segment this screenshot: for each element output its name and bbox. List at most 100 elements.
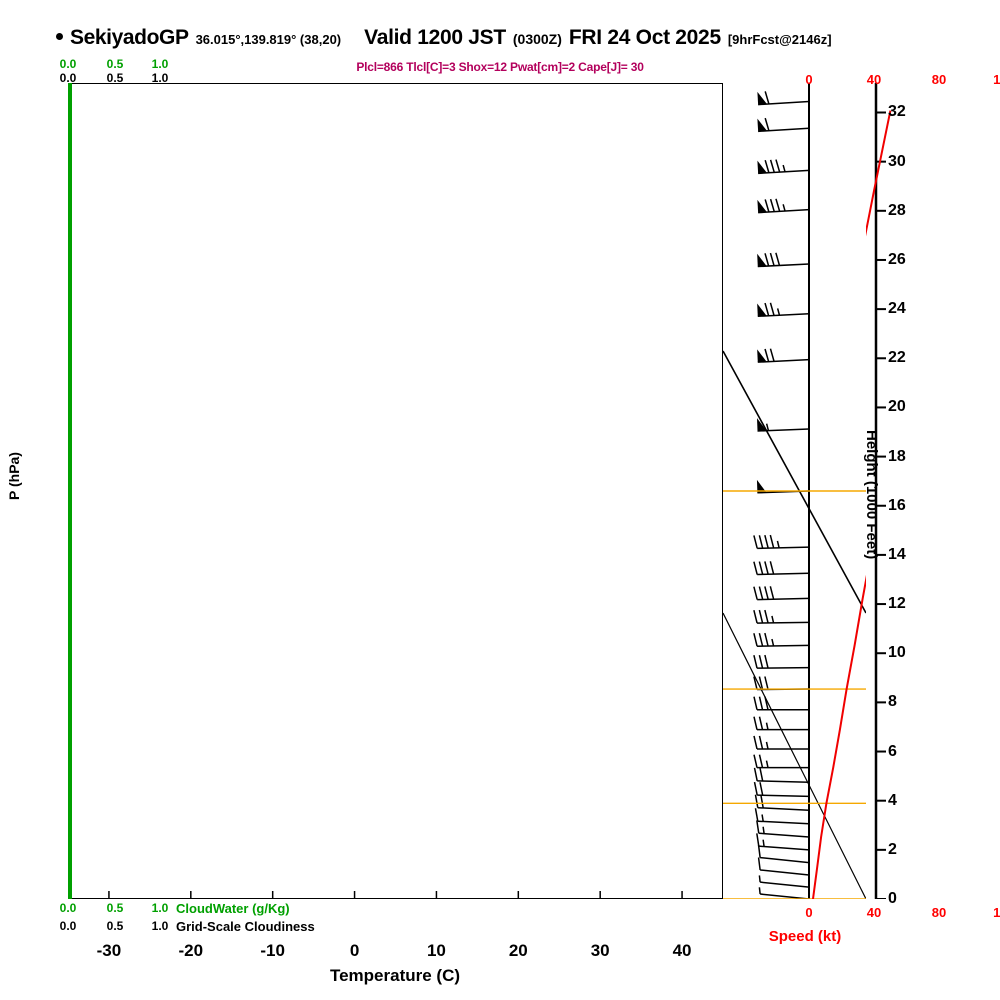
speed-tick-label: 80 (931, 905, 947, 920)
sounding-stats: Plcl=866 Tlcl[C]=3 Shox=12 Pwat[cm]=2 Ca… (0, 58, 1000, 76)
valid-date: FRI 24 Oct 2025 (568, 26, 721, 49)
wind-barb-shaft (757, 666, 810, 669)
cloudwater-scale-top: 0.0 0.5 1.0 (0, 57, 1000, 71)
wind-envelope-upper (722, 350, 867, 614)
cloud-scale-tick: 0.5 (106, 71, 124, 85)
cloud-scale-tick: 0.5 (106, 919, 124, 933)
wind-barb-full (764, 159, 770, 173)
wind-barb-full (753, 655, 758, 669)
wind-barb-half (782, 164, 786, 172)
wind-barb-full (764, 535, 769, 549)
wind-barb-full (769, 348, 775, 362)
cloud-scale-tick: 1.0 (151, 901, 169, 915)
wind-barb-pennant (756, 479, 767, 493)
wind-barb-shaft (757, 794, 810, 798)
wind-barb-full (753, 754, 758, 768)
wind-barb-full (764, 696, 769, 710)
wind-barb-half (776, 540, 780, 549)
wind-barb-pennant (756, 418, 767, 432)
wind-barb-full (764, 302, 770, 316)
speed-tick-label: 0 (805, 905, 813, 920)
height-tick-label: 4 (888, 791, 897, 809)
wind-barb-pennant (757, 91, 767, 105)
wind-envelope-lower (722, 612, 867, 900)
height-axis-title: Height (1000 Feet) (863, 430, 880, 560)
wind-barb-shaft (760, 893, 810, 900)
wind-barb-full (756, 833, 760, 847)
height-tick-label: 20 (888, 398, 906, 416)
wind-barb-pennant (757, 199, 767, 213)
wind-barb-full (753, 535, 758, 549)
wind-barb-half (758, 887, 761, 895)
wind-barb-full (753, 767, 758, 782)
wind-barb-half (765, 423, 770, 431)
wind-barb-half (765, 741, 769, 750)
wind-barb-full (769, 534, 775, 549)
wind-barb-full (753, 586, 758, 600)
forecast-info: [9hrFcst@2146z] (727, 32, 832, 47)
wind-barb-full (753, 735, 758, 750)
wind-barb-half (776, 308, 781, 316)
wind-barb-full (753, 633, 758, 647)
wind-barb-full (764, 632, 769, 647)
wind-barb-full (758, 716, 764, 730)
wind-barb-full (764, 586, 769, 600)
height-tick-label: 28 (888, 201, 906, 219)
wind-barb-full (757, 857, 761, 871)
height-tick-label: 16 (888, 496, 906, 514)
wind-barb-full (769, 586, 775, 600)
speed-axis-title: Speed (kt) (768, 928, 842, 945)
speed-tick-label: 40 (866, 72, 882, 87)
wind-barb-half (771, 615, 775, 624)
temperature-tick-label: -20 (178, 941, 204, 960)
wind-barb-full (758, 754, 764, 768)
station-coordinates: 36.015°,139.819° (38,20) (195, 32, 342, 47)
wind-barb-full (769, 302, 775, 316)
speed-axis-top: 0 40 80 120 (0, 72, 1000, 88)
wind-barb-shaft (760, 856, 810, 864)
wind-barb-full (764, 654, 769, 669)
header: SekiyadoGP 36.015°,139.819° (38,20) Vali… (0, 26, 1000, 52)
speed-tick-label: 80 (931, 72, 947, 87)
cloud-scale-tick: 0.5 (106, 57, 124, 71)
sounding-stats-text: Plcl=866 Tlcl[C]=3 Shox=12 Pwat[cm]=2 Ca… (356, 60, 644, 74)
wind-barb-full (758, 696, 764, 710)
station-marker-icon (56, 33, 63, 40)
wind-barb-pennant (757, 303, 767, 317)
wind-barb-full (769, 252, 775, 266)
speed-profile-curve (812, 110, 949, 900)
skewt-plot[interactable]: 100-10-20-30010203023581220 (68, 83, 723, 899)
wind-barb-shaft (758, 832, 810, 838)
wind-barb-full (775, 159, 781, 173)
speed-tick-label: 0 (805, 72, 813, 87)
speed-axis-bottom: 0 40 80 120 (0, 905, 1000, 921)
cloud-scale-tick: 1.0 (151, 71, 169, 85)
wind-barb-full (769, 159, 775, 173)
height-tick-label: 2 (888, 840, 897, 858)
cloud-scale-tick: 0.0 (59, 57, 77, 71)
wind-barb-full (764, 117, 770, 131)
height-tick-label: 0 (888, 890, 897, 907)
wind-barb-shaft (760, 881, 810, 888)
valid-time: Valid 1200 JST (364, 26, 506, 49)
wind-barb-half (761, 814, 764, 822)
wind-barb-full (753, 561, 758, 575)
height-tick-label: 14 (888, 545, 906, 563)
temperature-tick-label: -10 (260, 941, 285, 960)
wind-barb-panel (722, 83, 949, 900)
wind-barb-shaft (760, 869, 810, 876)
wind-barbs (753, 91, 810, 900)
wind-barb-full (764, 199, 770, 213)
height-tick-label: 22 (888, 349, 906, 367)
temperature-axis-title: Temperature (C) (329, 966, 461, 985)
cloud-scale-tick: 1.0 (151, 57, 169, 71)
speed-tick-label: 120 (993, 72, 1000, 87)
wind-barb-full (758, 535, 764, 549)
wind-barb-full (758, 632, 764, 647)
wind-barb-full (764, 253, 770, 267)
speed-tick-label: 40 (866, 905, 882, 920)
wind-barb-shaft (757, 820, 810, 825)
height-tick-label: 6 (888, 742, 897, 760)
height-tick-label: 18 (888, 447, 906, 465)
speed-tick-label: 120 (993, 905, 1000, 920)
